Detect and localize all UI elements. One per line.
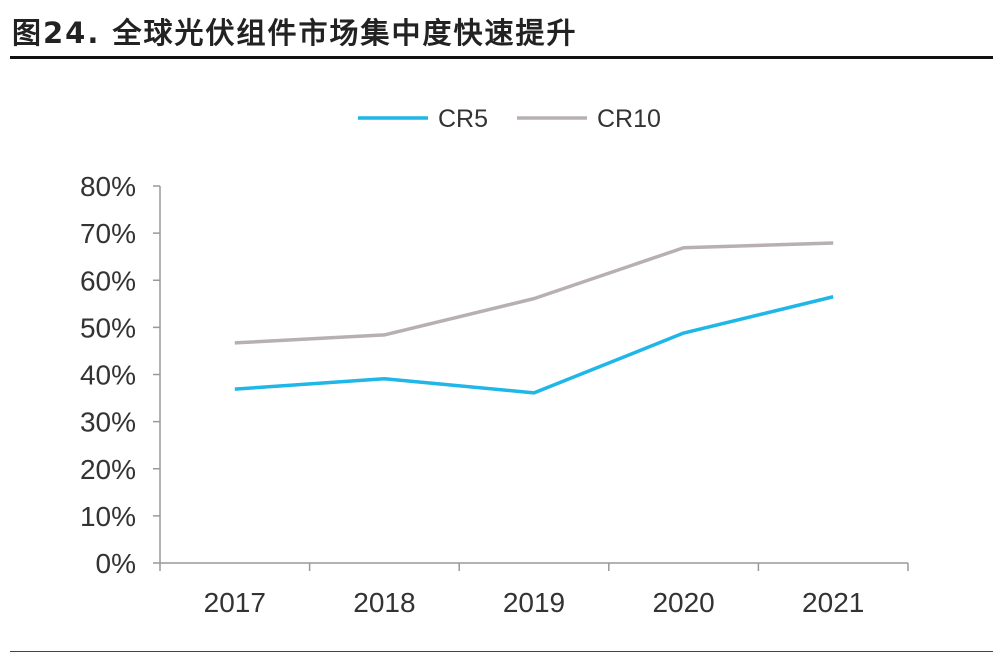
y-tick-label: 80% <box>80 171 136 202</box>
figure-title: 图24. 全球光伏组件市场集中度快速提升 <box>12 16 578 50</box>
y-tick-label: 50% <box>80 312 136 343</box>
x-tick-label: 2020 <box>652 587 714 618</box>
y-tick-label: 40% <box>80 360 136 391</box>
y-tick-label: 60% <box>80 265 136 296</box>
legend-label-cr10: CR10 <box>597 105 661 133</box>
title-rule <box>10 56 993 59</box>
y-tick-label: 30% <box>80 407 136 438</box>
x-tick-label: 2019 <box>503 587 565 618</box>
series-line-cr5 <box>234 295 834 395</box>
bottom-rule <box>10 651 993 652</box>
y-tick-label: 70% <box>80 218 136 249</box>
x-tick-label: 2018 <box>353 587 415 618</box>
y-tick-label: 0% <box>96 548 136 579</box>
y-tick-label: 20% <box>80 454 136 485</box>
x-tick-label: 2021 <box>802 587 864 618</box>
series-line-cr10 <box>234 241 834 345</box>
legend-label-cr5: CR5 <box>438 105 488 133</box>
x-tick-label: 2017 <box>204 587 266 618</box>
y-tick-label: 10% <box>80 501 136 532</box>
